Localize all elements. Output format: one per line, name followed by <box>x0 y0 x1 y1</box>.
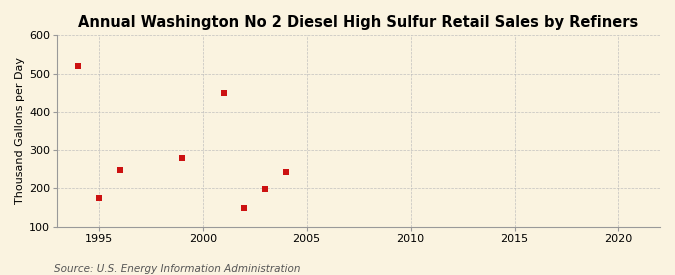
Point <box>93 196 104 200</box>
Point <box>239 206 250 210</box>
Title: Annual Washington No 2 Diesel High Sulfur Retail Sales by Refiners: Annual Washington No 2 Diesel High Sulfu… <box>78 15 639 30</box>
Text: Source: U.S. Energy Information Administration: Source: U.S. Energy Information Administ… <box>54 264 300 274</box>
Point <box>281 170 292 174</box>
Y-axis label: Thousand Gallons per Day: Thousand Gallons per Day <box>15 57 25 204</box>
Point <box>114 168 125 172</box>
Point <box>260 187 271 192</box>
Point <box>177 156 188 160</box>
Point <box>73 64 84 68</box>
Point <box>218 91 229 96</box>
